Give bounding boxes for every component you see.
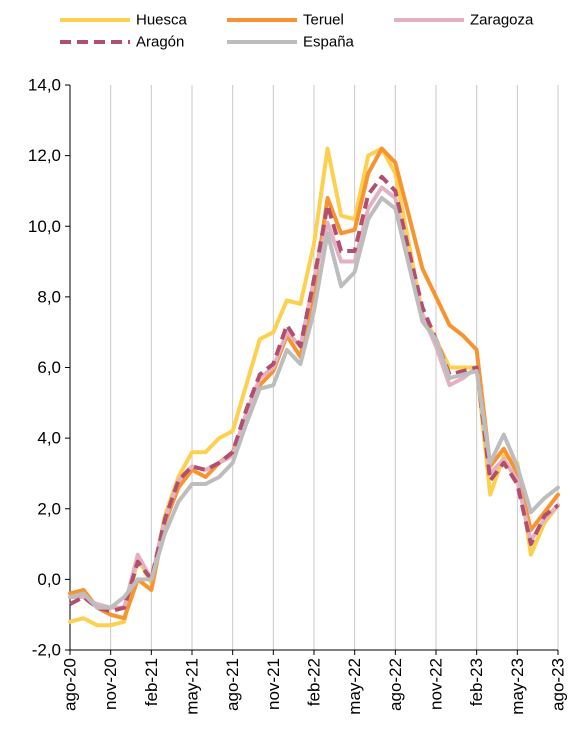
x-tick-label-ago-20: ago-20 [61,658,80,711]
y-tick-label: 12,0 [28,146,61,165]
x-tick-label-ago-22: ago-22 [386,658,405,711]
x-tick-label-feb-23: feb-23 [467,658,486,706]
x-tick-label-nov-21: nov-21 [264,658,283,710]
y-tick-label: 14,0 [28,76,61,95]
series-lines [68,146,560,628]
y-tick-label: 0,0 [37,570,61,589]
y-tick-label: 8,0 [37,287,61,306]
x-tick-label-may-23: may-23 [508,658,527,715]
series-line-aragon [69,174,560,614]
legend-label-espana: España [303,34,355,51]
x-tick-label-nov-22: nov-22 [427,658,446,710]
x-tick-label-may-22: may-22 [345,658,364,715]
legend-label-zaragoza: Zaragoza [470,12,534,29]
x-tick-label-feb-22: feb-22 [305,658,324,706]
y-tick-label: 4,0 [37,429,61,448]
legend-label-huesca: Huesca [136,12,188,29]
legend-label-aragon: Aragón [136,34,184,51]
legend-item-zaragoza: Zaragoza [394,12,534,29]
legend-label-teruel: Teruel [303,12,344,29]
legend-item-teruel: Teruel [227,12,344,29]
series-line-teruel [68,146,560,621]
chart-legend: Huesca Teruel Zaragoza Aragón España [60,12,534,51]
y-tick-label: 2,0 [37,499,61,518]
x-tick-label-ago-21: ago-21 [223,658,242,711]
x-tick-label-ago-23: ago-23 [549,658,568,711]
legend-item-espana: España [227,34,355,51]
y-tick-label: -2,0 [32,641,61,660]
x-tick-label-may-21: may-21 [183,658,202,715]
legend-item-huesca: Huesca [60,12,188,29]
y-tick-label: 10,0 [28,217,61,236]
y-tick-label: 6,0 [37,358,61,377]
series-line-espana [68,196,560,610]
x-tick-label-nov-20: nov-20 [101,658,120,710]
legend-item-aragon: Aragón [60,34,184,51]
y-axis-ticks: -2,0 0,0 2,0 4,0 6,0 8,0 10,0 12,0 14,0 [28,76,70,660]
x-axis-ticks: ago-20 nov-20 feb-21 may-21 ago-21 nov-21 feb-… [61,650,568,715]
x-tick-label-feb-21: feb-21 [142,658,161,706]
